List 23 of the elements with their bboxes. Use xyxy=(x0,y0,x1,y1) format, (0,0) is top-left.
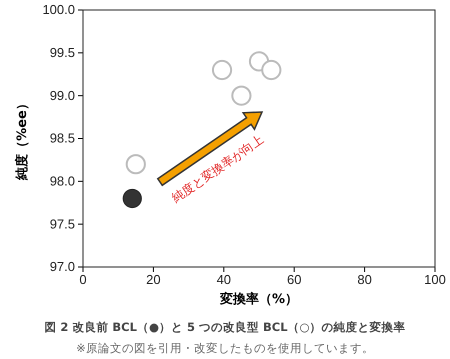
y-tick-label: 99.5 xyxy=(50,44,75,60)
point xyxy=(231,86,252,106)
y-tick-label: 100.0 xyxy=(42,2,75,18)
text: ※原論文の図を引用・改変したものを使用しています。 xyxy=(76,341,374,355)
x-tick-label: 40 xyxy=(216,272,232,288)
x-tick-label: 60 xyxy=(286,272,302,288)
y-tick-label: 99.0 xyxy=(50,88,75,103)
point xyxy=(212,60,232,80)
y-tick-label: 97.0 xyxy=(50,259,75,274)
annotation: 純度と変換率が向上 xyxy=(169,132,266,206)
y-tick-label: 97.5 xyxy=(50,216,75,232)
x-axis-title: 変換率（%） xyxy=(218,291,298,307)
x-tick-label: 0 xyxy=(79,272,87,288)
x-tick-label: 100 xyxy=(424,272,446,288)
point xyxy=(122,188,142,208)
x-tick-label: 20 xyxy=(146,272,161,288)
y-tick-label: 98.0 xyxy=(50,173,75,188)
y-tick-label: 98.5 xyxy=(50,130,75,146)
x-tick-label: 80 xyxy=(357,272,372,288)
caption: 図 2 改良前 BCL（●）と 5 つの改良型 BCL（○）の純度と変換率 xyxy=(44,320,406,334)
y-axis-title: 純度（%ee） xyxy=(14,97,30,181)
point xyxy=(126,154,146,174)
point xyxy=(261,60,282,80)
